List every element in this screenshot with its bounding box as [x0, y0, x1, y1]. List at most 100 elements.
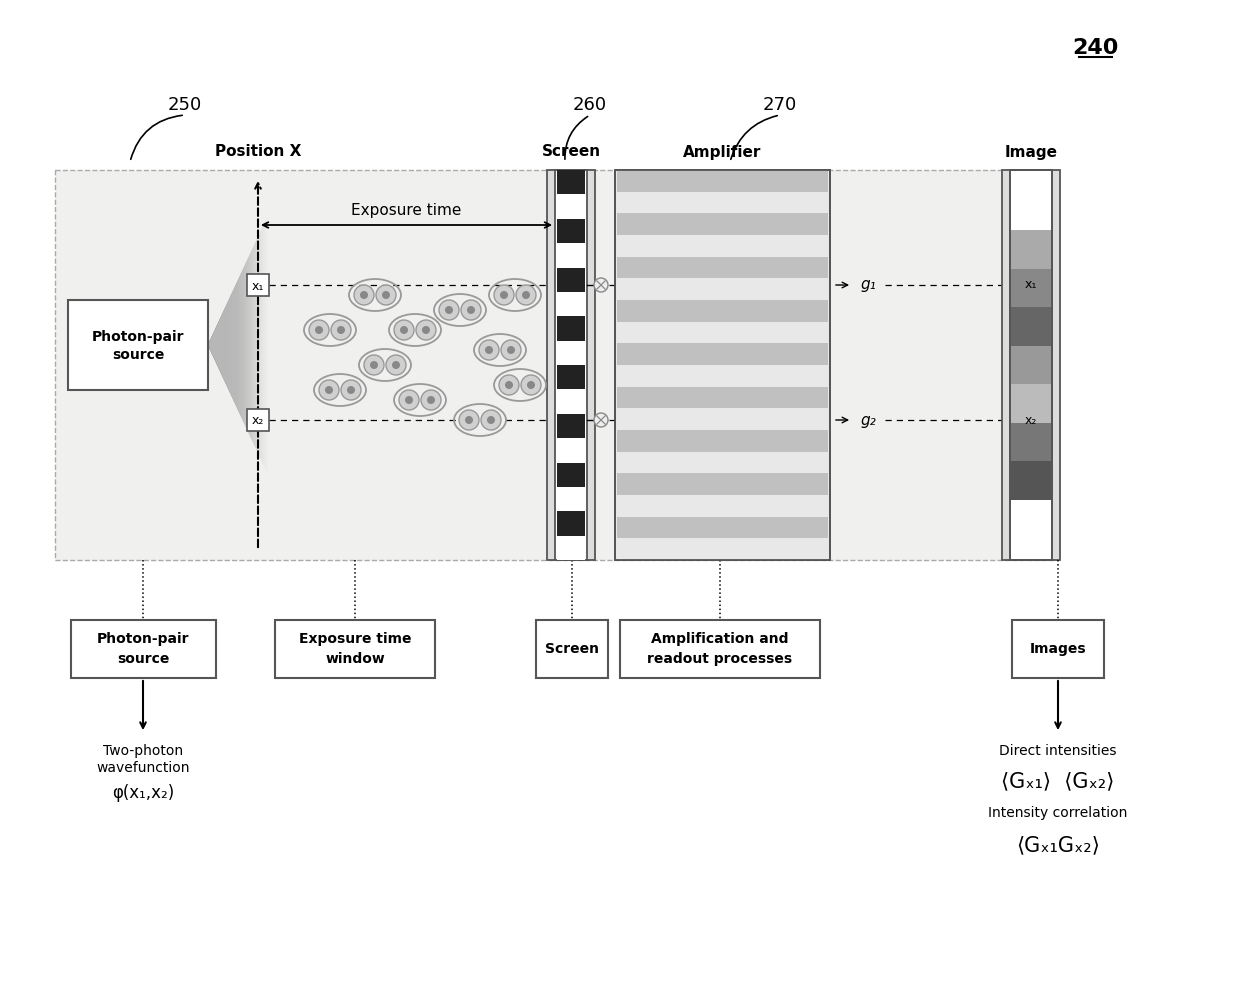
Circle shape [422, 390, 441, 410]
Bar [557, 414, 585, 438]
Bar [557, 219, 585, 244]
Polygon shape [208, 314, 222, 377]
Text: Amplification and: Amplification and [651, 632, 789, 646]
Bar [618, 495, 828, 517]
Circle shape [485, 346, 494, 354]
Bar [557, 194, 585, 219]
Polygon shape [208, 293, 232, 397]
Bar [275, 620, 435, 678]
Text: ⟨Gₓ₁Gₓ₂⟩: ⟨Gₓ₁Gₓ₂⟩ [1016, 835, 1100, 855]
Bar [1011, 504, 1052, 559]
Polygon shape [208, 329, 216, 361]
Text: g₁: g₁ [861, 277, 875, 293]
Circle shape [405, 396, 413, 404]
Text: wavefunction: wavefunction [97, 761, 190, 775]
Circle shape [439, 300, 459, 320]
Polygon shape [208, 251, 252, 439]
Bar [1011, 230, 1052, 268]
Polygon shape [208, 319, 219, 371]
Bar [1011, 423, 1052, 461]
Polygon shape [208, 324, 217, 366]
Bar [1011, 171, 1052, 226]
Bar [1011, 268, 1052, 308]
Circle shape [347, 386, 355, 394]
Bar [618, 235, 828, 256]
Circle shape [376, 285, 396, 305]
Circle shape [360, 291, 368, 299]
Bar [1011, 308, 1052, 346]
Bar [55, 170, 1055, 560]
Bar [618, 538, 828, 560]
Bar [618, 321, 828, 343]
Text: 240: 240 [1071, 38, 1118, 58]
Bar [1011, 346, 1052, 385]
Bar [618, 170, 828, 191]
Text: x₂: x₂ [252, 414, 264, 428]
Circle shape [392, 361, 401, 369]
Bar [557, 170, 585, 194]
Text: Amplifier: Amplifier [683, 145, 761, 160]
Circle shape [427, 396, 435, 404]
Circle shape [481, 410, 501, 430]
Circle shape [594, 413, 608, 427]
Polygon shape [208, 226, 263, 464]
Bar [557, 535, 585, 560]
Circle shape [422, 326, 430, 334]
Polygon shape [208, 220, 265, 469]
Bar [1011, 170, 1052, 560]
Text: x₁: x₁ [1024, 278, 1037, 292]
Circle shape [465, 416, 472, 424]
Bar [557, 340, 585, 365]
Text: 260: 260 [573, 96, 608, 114]
Bar [620, 620, 820, 678]
Circle shape [309, 320, 329, 340]
Text: source: source [117, 652, 169, 666]
Circle shape [353, 285, 374, 305]
Circle shape [516, 285, 536, 305]
Text: ⟨Gₓ₁⟩  ⟨Gₓ₂⟩: ⟨Gₓ₁⟩ ⟨Gₓ₂⟩ [1002, 771, 1115, 791]
Bar [618, 278, 828, 300]
Circle shape [382, 291, 391, 299]
Bar [618, 387, 828, 408]
Text: φ(x₁,x₂): φ(x₁,x₂) [112, 784, 174, 802]
Circle shape [445, 306, 453, 314]
Polygon shape [208, 288, 234, 402]
Circle shape [479, 340, 498, 360]
Polygon shape [208, 334, 213, 355]
Text: Intensity correlation: Intensity correlation [988, 806, 1127, 820]
Circle shape [461, 300, 481, 320]
Text: Exposure time: Exposure time [299, 632, 412, 646]
Circle shape [459, 410, 479, 430]
Circle shape [341, 380, 361, 400]
Polygon shape [208, 309, 224, 382]
Polygon shape [208, 272, 242, 418]
Bar [618, 191, 828, 213]
Bar [247, 409, 269, 431]
Bar [618, 256, 828, 278]
Polygon shape [208, 304, 227, 387]
Bar [618, 430, 828, 452]
Polygon shape [208, 246, 254, 444]
Text: Exposure time: Exposure time [351, 202, 461, 218]
Text: x₁: x₁ [252, 279, 264, 293]
Circle shape [415, 320, 436, 340]
Text: x₂: x₂ [1024, 413, 1037, 427]
Text: source: source [112, 348, 164, 362]
Bar [1011, 461, 1052, 500]
Circle shape [337, 326, 345, 334]
Circle shape [522, 291, 529, 299]
Bar [71, 620, 216, 678]
Bar [557, 512, 585, 535]
Circle shape [498, 375, 520, 395]
Text: Photon-pair: Photon-pair [92, 330, 185, 344]
Circle shape [501, 340, 521, 360]
Circle shape [370, 361, 378, 369]
Bar [557, 487, 585, 512]
Polygon shape [208, 298, 229, 391]
Bar [556, 170, 587, 560]
Bar [557, 389, 585, 414]
Circle shape [331, 320, 351, 340]
Circle shape [315, 326, 322, 334]
Polygon shape [208, 231, 260, 459]
Text: Position X: Position X [215, 145, 301, 160]
